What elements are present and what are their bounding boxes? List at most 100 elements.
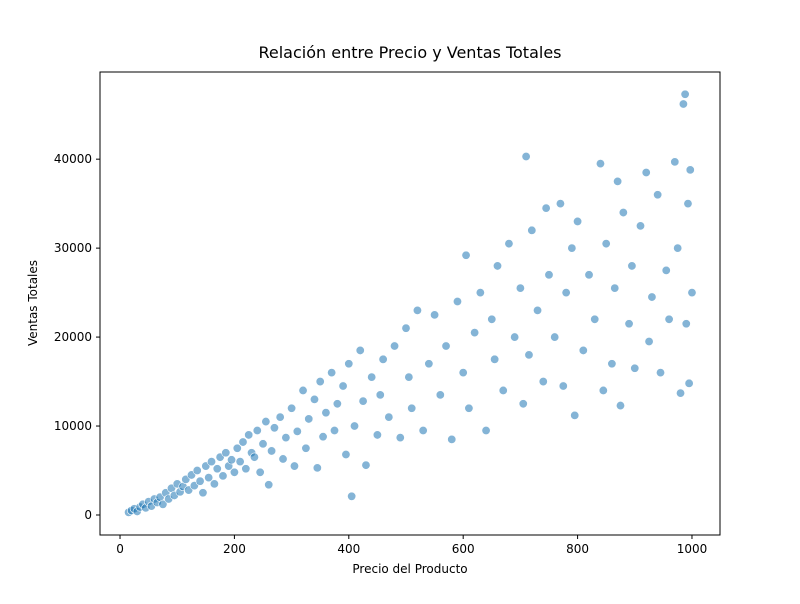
point xyxy=(464,403,474,413)
point xyxy=(375,390,385,400)
point xyxy=(498,385,508,395)
y-tick-label: 10000 xyxy=(54,419,92,433)
point xyxy=(461,250,471,260)
point xyxy=(610,283,620,293)
point xyxy=(361,460,371,470)
point xyxy=(344,359,354,369)
point xyxy=(475,288,485,298)
point xyxy=(292,426,302,436)
point xyxy=(198,488,208,498)
y-tick-label: 30000 xyxy=(54,241,92,255)
x-tick-label: 0 xyxy=(116,542,124,556)
chart-title: Relación entre Precio y Ventas Totales xyxy=(258,43,561,62)
point xyxy=(327,368,337,378)
point xyxy=(578,345,588,355)
point xyxy=(680,89,690,99)
point xyxy=(341,449,351,459)
point xyxy=(209,479,219,489)
point xyxy=(481,425,491,435)
point xyxy=(447,434,457,444)
point xyxy=(350,421,360,431)
point xyxy=(207,457,217,467)
point xyxy=(249,452,259,462)
point xyxy=(561,288,571,298)
point xyxy=(676,388,686,398)
point xyxy=(258,439,268,449)
point xyxy=(367,372,377,382)
point xyxy=(252,425,262,435)
point xyxy=(407,403,417,413)
point xyxy=(664,314,674,324)
point xyxy=(289,461,299,471)
point xyxy=(418,425,428,435)
plot-area xyxy=(124,89,697,517)
point xyxy=(653,190,663,200)
point xyxy=(332,399,342,409)
x-tick-label: 200 xyxy=(223,542,246,556)
point xyxy=(541,203,551,213)
point xyxy=(204,473,214,483)
point xyxy=(424,359,434,369)
point xyxy=(595,159,605,169)
point xyxy=(309,394,319,404)
point xyxy=(641,168,651,178)
point xyxy=(452,296,462,306)
point xyxy=(550,332,560,342)
point xyxy=(635,221,645,231)
point xyxy=(678,99,688,109)
point xyxy=(255,467,265,477)
point xyxy=(598,385,608,395)
point xyxy=(218,471,228,481)
point xyxy=(615,401,625,411)
point xyxy=(358,396,368,406)
point xyxy=(241,464,251,474)
point xyxy=(278,454,288,464)
point xyxy=(355,345,365,355)
point xyxy=(412,305,422,315)
point xyxy=(318,432,328,442)
point xyxy=(312,463,322,473)
point xyxy=(244,430,254,440)
point xyxy=(504,239,514,249)
point xyxy=(315,377,325,387)
point xyxy=(527,225,537,235)
point xyxy=(558,381,568,391)
point xyxy=(384,412,394,422)
point xyxy=(624,319,634,329)
point xyxy=(330,425,340,435)
point xyxy=(544,270,554,280)
y-tick-label: 0 xyxy=(84,508,92,522)
point xyxy=(490,354,500,364)
point xyxy=(269,423,279,433)
point xyxy=(570,410,580,420)
y-tick-label: 20000 xyxy=(54,330,92,344)
point xyxy=(441,341,451,351)
point xyxy=(613,176,623,186)
point xyxy=(584,270,594,280)
point xyxy=(430,310,440,320)
x-axis-label: Precio del Producto xyxy=(352,562,467,576)
point xyxy=(656,368,666,378)
point xyxy=(395,433,405,443)
point xyxy=(212,464,222,474)
point xyxy=(590,314,600,324)
point xyxy=(683,199,693,209)
x-tick-label: 400 xyxy=(337,542,360,556)
point xyxy=(533,305,543,315)
point xyxy=(487,314,497,324)
point xyxy=(195,476,205,486)
point xyxy=(493,261,503,271)
point xyxy=(281,433,291,443)
point xyxy=(607,359,617,369)
point xyxy=(647,292,657,302)
point xyxy=(644,337,654,347)
point xyxy=(401,323,411,333)
point xyxy=(435,390,445,400)
point xyxy=(601,239,611,249)
point xyxy=(458,368,468,378)
point xyxy=(661,265,671,275)
point xyxy=(232,443,242,453)
point xyxy=(404,372,414,382)
point xyxy=(221,448,231,458)
